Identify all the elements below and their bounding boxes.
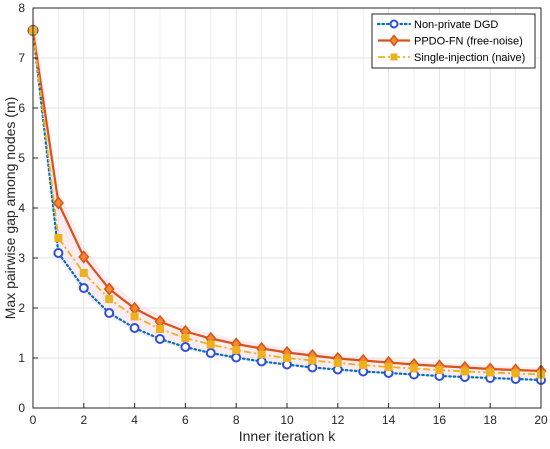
data-point-single-injection-naive xyxy=(54,234,63,242)
x-axis-label: Inner iteration k xyxy=(239,428,336,444)
data-point-ppdo-fn-free-noise xyxy=(52,196,64,210)
data-point-single-injection-naive xyxy=(435,366,444,374)
data-point-non-private-dgd xyxy=(129,323,140,333)
legend-marker-single-injection-naive xyxy=(390,53,398,61)
series-line-single-injection-naive xyxy=(32,30,542,376)
legend-marker-non-private-dgd xyxy=(389,19,399,29)
data-point-single-injection-naive xyxy=(257,350,266,359)
data-markers xyxy=(27,23,547,385)
data-point-single-injection-naive xyxy=(156,325,164,333)
x-tick-label: 6 xyxy=(182,413,189,427)
data-point-ppdo-fn-free-noise xyxy=(78,250,90,264)
data-point-single-injection-naive xyxy=(511,369,520,378)
data-point-non-private-dgd xyxy=(78,283,89,293)
y-tick-label: 5 xyxy=(18,151,25,165)
data-point-single-injection-naive xyxy=(333,359,342,367)
x-tick-label: 2 xyxy=(80,413,87,427)
data-point-single-injection-naive xyxy=(130,312,139,321)
data-point-non-private-dgd xyxy=(104,308,115,318)
x-tick-label: 20 xyxy=(534,413,548,427)
y-tick-label: 6 xyxy=(18,101,25,115)
data-point-single-injection-naive xyxy=(384,363,393,371)
data-point-single-injection-naive xyxy=(308,356,317,365)
data-point-single-injection-naive xyxy=(181,334,190,342)
y-tick-label: 1 xyxy=(18,351,25,365)
legend-marker-ppdo-fn-free-noise xyxy=(389,34,399,47)
x-tick-label: 10 xyxy=(280,413,294,427)
y-tick-label: 8 xyxy=(18,1,25,15)
data-point-single-injection-naive xyxy=(486,368,495,377)
data-point-non-private-dgd xyxy=(256,356,267,367)
data-point-non-private-dgd xyxy=(205,348,216,358)
x-tick-label: 14 xyxy=(382,413,396,427)
x-tick-label: 12 xyxy=(331,413,345,427)
data-point-non-private-dgd xyxy=(231,352,242,363)
data-point-single-injection-naive xyxy=(232,346,241,354)
y-tick-label: 2 xyxy=(18,301,25,315)
x-tick-label: 8 xyxy=(233,413,240,427)
data-point-single-injection-naive xyxy=(410,364,418,373)
x-tick-label: 16 xyxy=(433,413,447,427)
data-point-single-injection-naive xyxy=(79,269,88,277)
legend: Non-private DGD PPDO-FN (free-noise) Singl… xyxy=(371,13,536,69)
legend-label-single-injection-naive: Single-injection (naive) xyxy=(414,52,525,64)
data-point-ppdo-fn-free-noise xyxy=(103,282,115,296)
data-point-non-private-dgd xyxy=(180,342,191,352)
x-tick-label: 18 xyxy=(484,413,498,427)
axes xyxy=(32,7,542,409)
data-point-non-private-dgd xyxy=(53,248,64,258)
data-point-single-injection-naive xyxy=(283,354,291,362)
data-point-non-private-dgd xyxy=(155,334,165,344)
y-tick-label: 3 xyxy=(18,251,25,265)
y-tick-label: 0 xyxy=(18,401,25,415)
data-point-single-injection-naive xyxy=(359,361,368,369)
x-tick-label: 0 xyxy=(30,413,37,427)
data-point-single-injection-naive xyxy=(460,367,469,376)
y-axis-label: Max pairwise gap among nodes (m) xyxy=(2,97,18,320)
legend-label-ppdo-fn-free-noise: PPDO-FN (free-noise) xyxy=(414,36,523,48)
legend-label-non-private-dgd: Non-private DGD xyxy=(414,19,498,31)
y-tick-label: 4 xyxy=(18,201,25,215)
data-point-non-private-dgd xyxy=(307,362,318,373)
data-point-single-injection-naive xyxy=(206,340,215,349)
x-tick-label: 4 xyxy=(131,413,138,427)
data-point-single-injection-naive xyxy=(105,295,114,303)
y-tick-label: 7 xyxy=(18,51,25,65)
